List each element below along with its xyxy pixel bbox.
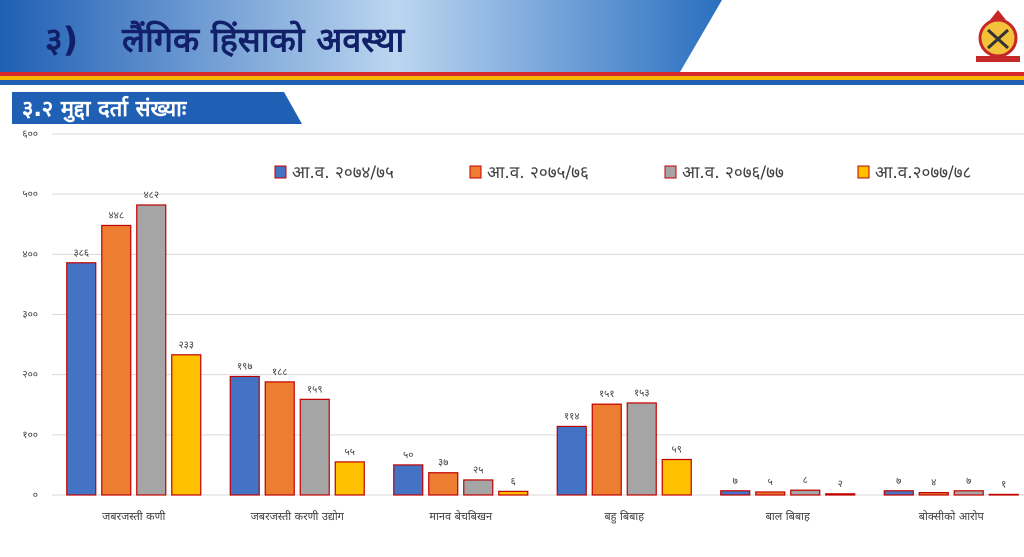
bar — [988, 493, 1019, 496]
stripe-red — [0, 72, 1024, 76]
bar — [393, 464, 424, 496]
y-tick-label: ५०० — [22, 189, 38, 200]
value-label: १९७ — [237, 361, 253, 372]
x-tick-label: बाल बिबाह — [766, 510, 810, 523]
bar — [229, 375, 260, 496]
legend-label: आ.व. २०७५/७६ — [487, 163, 589, 183]
section-number: ३) — [45, 21, 78, 61]
bar — [66, 262, 97, 496]
value-label: २ — [838, 479, 843, 490]
bar — [953, 490, 984, 496]
value-label: १५१ — [599, 389, 615, 400]
header-banner — [0, 0, 722, 72]
value-label: १५३ — [634, 388, 650, 399]
bar — [428, 472, 459, 496]
bar — [299, 398, 330, 496]
x-tick-label: जबरजस्ती करणी उद्योग — [251, 510, 345, 523]
x-tick-label: बोक्सीको आरोप — [919, 510, 985, 523]
x-tick-label: बहु बिबाह — [604, 510, 644, 524]
value-label: ७ — [966, 476, 971, 487]
value-label: ८ — [803, 475, 808, 486]
legend-swatch — [469, 165, 482, 179]
value-label: ३७ — [438, 458, 448, 469]
y-tick-label: १०० — [22, 430, 38, 441]
legend-label: आ.व.२०७७/७८ — [875, 163, 971, 183]
value-label: ५५ — [345, 447, 355, 458]
stripe-yellow — [0, 76, 1024, 80]
bar — [101, 224, 132, 496]
legend-swatch — [857, 165, 870, 179]
bar — [264, 381, 295, 496]
value-label: ५० — [403, 450, 413, 461]
stripe-blue — [0, 80, 1024, 85]
value-label: ७ — [896, 476, 901, 487]
bar — [498, 490, 529, 496]
y-tick-label: ३०० — [22, 310, 38, 321]
bar — [918, 491, 949, 496]
value-label: १५९ — [307, 384, 323, 395]
value-label: १८८ — [272, 367, 288, 378]
legend-label: आ.व. २०७६/७७ — [682, 163, 784, 183]
bar — [755, 491, 786, 496]
bar — [790, 489, 821, 496]
x-tick-label: जबरजस्ती कणी — [102, 510, 165, 523]
value-label: ३८६ — [73, 248, 89, 259]
bar — [556, 425, 587, 496]
value-label: ७ — [733, 476, 738, 487]
bar — [136, 204, 167, 496]
value-label: ४४८ — [108, 210, 124, 221]
legend-swatch — [664, 165, 677, 179]
value-label: २५ — [473, 465, 483, 476]
legend-swatch — [274, 165, 287, 179]
chart-title: ३.२ मुद्दा दर्ता संख्याः — [22, 95, 188, 123]
value-label: ४८२ — [143, 190, 159, 201]
bar — [626, 402, 657, 496]
bar — [825, 493, 856, 496]
legend-label: आ.व. २०७४/७५ — [292, 163, 394, 183]
subtitle-banner — [12, 92, 302, 124]
bar — [883, 490, 914, 496]
header-title: लैंगिक हिंसाको अवस्था — [121, 20, 406, 61]
x-tick-label: मानव बेचबिखन — [429, 510, 493, 523]
bar — [463, 479, 494, 496]
y-tick-label: ० — [33, 490, 38, 501]
y-tick-label: ६०० — [22, 129, 38, 140]
bar — [661, 458, 692, 496]
value-label: २३३ — [178, 340, 194, 351]
y-tick-label: २०० — [22, 370, 38, 381]
value-label: ६ — [511, 476, 516, 487]
value-label: ५ — [768, 477, 773, 488]
value-label: १ — [1001, 479, 1006, 490]
emblem — [976, 10, 1020, 62]
value-label: ११४ — [564, 411, 580, 422]
value-label: ५९ — [672, 445, 682, 456]
y-tick-label: ४०० — [22, 249, 38, 260]
value-label: ४ — [931, 478, 936, 489]
bar — [334, 461, 365, 496]
bar — [591, 403, 622, 496]
bar — [720, 490, 751, 496]
bar — [171, 354, 202, 496]
